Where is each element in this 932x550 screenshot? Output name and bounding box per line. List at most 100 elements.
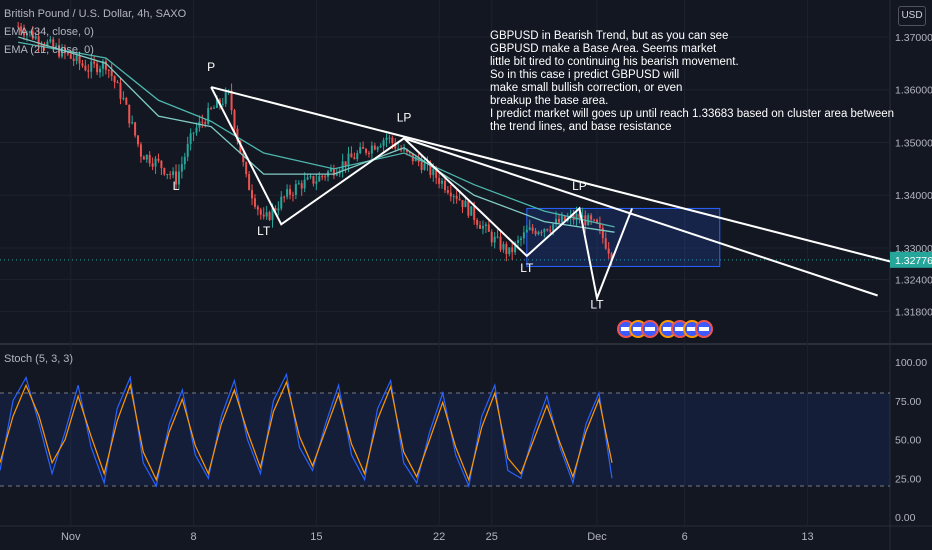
candle-body — [479, 224, 482, 229]
note-line: the trend lines, and base resistance — [490, 121, 672, 133]
stoch-tick-label: 50.00 — [895, 435, 921, 447]
stoch-tick-label: 100.00 — [895, 357, 927, 369]
candle-body — [560, 216, 563, 223]
ema34-line — [18, 41, 615, 228]
candle-body — [28, 31, 31, 33]
candle-body — [78, 55, 81, 64]
candle-body — [183, 156, 186, 165]
price-tick-label: 1.37000 — [895, 32, 932, 44]
candle-body — [283, 196, 286, 198]
price-axis[interactable]: 1.370001.360001.350001.340001.330001.324… — [890, 32, 932, 318]
candle-body — [236, 128, 239, 141]
price-tick-label: 1.34000 — [895, 190, 932, 202]
candle-body — [590, 215, 593, 220]
stoch-legend[interactable]: Stoch (5, 3, 3) — [4, 353, 74, 365]
candle-body — [119, 82, 122, 99]
pattern-label: LT — [590, 298, 604, 312]
candle-body — [271, 208, 274, 221]
candle-body — [601, 227, 604, 239]
candle-body — [294, 184, 297, 195]
candle-body — [134, 122, 137, 136]
candle-body — [429, 162, 432, 176]
candle-body — [391, 137, 394, 143]
candle-body — [514, 242, 517, 253]
ema21-line — [17, 36, 615, 233]
symbol-title[interactable]: British Pound / U.S. Dollar, 4h, SAXO — [4, 8, 187, 20]
candle-body — [385, 137, 388, 141]
candle-body — [610, 253, 613, 261]
currency-button[interactable]: USD — [898, 6, 926, 26]
candle-body — [166, 174, 169, 176]
time-tick-label: 15 — [310, 531, 322, 543]
candle-body — [40, 44, 43, 46]
candle-body — [593, 219, 596, 221]
time-tick-label: 25 — [486, 531, 498, 543]
candle-body — [213, 107, 216, 109]
candle-body — [259, 209, 262, 215]
candle-body — [403, 149, 406, 151]
note-line: So in this case i predict GBPUSD will — [490, 69, 680, 81]
candle-body — [148, 154, 151, 164]
candle-body — [356, 153, 359, 160]
candle-body — [595, 219, 598, 223]
candle-body — [344, 161, 347, 167]
candle-body — [175, 171, 178, 185]
candle-body — [405, 149, 408, 152]
candle-body — [546, 229, 549, 231]
candle-body — [598, 222, 601, 228]
candle-body — [315, 181, 318, 184]
candle-body — [420, 161, 423, 170]
candle-body — [414, 157, 417, 162]
candle-body — [280, 196, 283, 209]
economic-event-icons[interactable] — [617, 320, 713, 338]
candle-body — [221, 103, 224, 105]
candle-body — [557, 218, 560, 223]
candle-body — [587, 215, 590, 226]
candle-body — [359, 147, 362, 154]
candle-body — [239, 140, 242, 154]
ema21-legend[interactable]: EMA (21, close, 0) — [4, 44, 94, 56]
candle-body — [210, 107, 213, 109]
candle-body — [531, 227, 534, 231]
ema-lines — [17, 36, 615, 233]
note-line: I predict market will goes up until reac… — [490, 108, 895, 120]
candle-body — [470, 206, 473, 216]
candle-body — [17, 26, 20, 28]
candle-body — [464, 200, 467, 208]
uk-flag-icon — [695, 320, 713, 338]
candle-body — [365, 148, 368, 153]
candle-body — [297, 183, 300, 185]
candle-body — [163, 168, 166, 175]
candle-body — [455, 195, 458, 199]
candle-body — [99, 68, 102, 73]
stoch-tick-label: 75.00 — [895, 396, 921, 408]
current-price-label: 1.32776 — [895, 255, 932, 267]
candle-body — [87, 70, 90, 72]
candle-body — [443, 180, 446, 191]
time-tick-label: Nov — [61, 531, 81, 543]
candle-body — [31, 31, 34, 39]
candle-body — [493, 236, 496, 243]
ema34-legend[interactable]: EMA (34, close, 0) — [4, 26, 94, 38]
candle-body — [502, 244, 505, 250]
candle-body — [192, 132, 195, 134]
note-line: little bit tired to continuing his beari… — [490, 56, 739, 68]
candle-body — [69, 54, 72, 59]
candle-body — [303, 179, 306, 189]
candle-body — [362, 147, 365, 149]
candle-body — [289, 189, 292, 195]
candle-body — [575, 213, 578, 221]
candle-body — [525, 229, 528, 233]
candle-body — [563, 216, 566, 221]
time-tick-label: 13 — [801, 531, 813, 543]
time-tick-label: 6 — [682, 531, 688, 543]
time-axis[interactable]: Nov 8 15 22 25 Dec 6 13 — [61, 531, 814, 543]
time-tick-label: 22 — [433, 531, 445, 543]
stochastic-axis: 100.00 75.00 50.00 25.00 0.00 — [895, 357, 927, 524]
candle-body — [256, 206, 259, 210]
note-line: GBPUSD in Bearish Trend, but as you can … — [490, 30, 729, 42]
candle-body — [137, 135, 140, 145]
candle-body — [84, 65, 87, 71]
